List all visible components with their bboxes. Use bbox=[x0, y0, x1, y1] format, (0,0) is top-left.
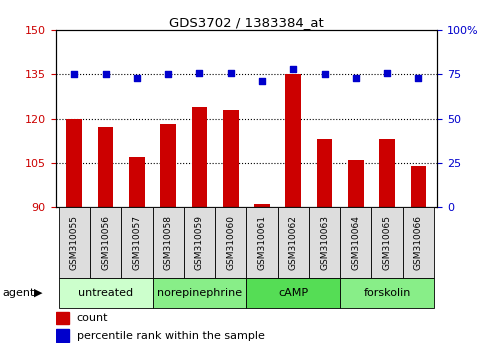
Point bbox=[164, 72, 172, 77]
Bar bbox=[403, 207, 434, 278]
Bar bbox=[246, 207, 278, 278]
Text: GSM310058: GSM310058 bbox=[164, 215, 172, 270]
Text: count: count bbox=[76, 313, 108, 323]
Bar bbox=[215, 207, 246, 278]
Bar bbox=[67, 119, 82, 207]
Point bbox=[383, 70, 391, 75]
Point bbox=[352, 75, 360, 81]
Point bbox=[196, 70, 203, 75]
Text: GSM310063: GSM310063 bbox=[320, 215, 329, 270]
Bar bbox=[129, 157, 145, 207]
Text: GSM310062: GSM310062 bbox=[289, 215, 298, 270]
Point bbox=[321, 72, 328, 77]
Point bbox=[71, 72, 78, 77]
Point bbox=[414, 75, 422, 81]
Text: forskolin: forskolin bbox=[363, 288, 411, 298]
Bar bbox=[340, 207, 371, 278]
Text: GSM310059: GSM310059 bbox=[195, 215, 204, 270]
Bar bbox=[309, 207, 340, 278]
Title: GDS3702 / 1383384_at: GDS3702 / 1383384_at bbox=[169, 16, 324, 29]
Bar bbox=[56, 329, 69, 342]
Bar bbox=[160, 125, 176, 207]
Text: norepinephrine: norepinephrine bbox=[157, 288, 242, 298]
Bar bbox=[223, 110, 239, 207]
Bar bbox=[153, 207, 184, 278]
Text: GSM310055: GSM310055 bbox=[70, 215, 79, 270]
Bar bbox=[98, 127, 114, 207]
Bar bbox=[285, 74, 301, 207]
Text: GSM310057: GSM310057 bbox=[132, 215, 142, 270]
Text: cAMP: cAMP bbox=[278, 288, 308, 298]
Bar bbox=[90, 207, 121, 278]
Point bbox=[133, 75, 141, 81]
Text: agent: agent bbox=[2, 288, 35, 298]
Text: ▶: ▶ bbox=[34, 288, 43, 298]
Bar bbox=[340, 278, 434, 308]
Point bbox=[227, 70, 235, 75]
Point bbox=[289, 66, 297, 72]
Point bbox=[258, 79, 266, 84]
Text: GSM310056: GSM310056 bbox=[101, 215, 110, 270]
Bar bbox=[192, 107, 207, 207]
Point bbox=[102, 72, 110, 77]
Text: percentile rank within the sample: percentile rank within the sample bbox=[76, 331, 264, 341]
Text: GSM310061: GSM310061 bbox=[257, 215, 267, 270]
Bar bbox=[56, 312, 69, 324]
Text: GSM310064: GSM310064 bbox=[351, 215, 360, 270]
Bar bbox=[317, 139, 332, 207]
Bar bbox=[153, 278, 246, 308]
Bar bbox=[246, 278, 340, 308]
Bar bbox=[278, 207, 309, 278]
Bar bbox=[379, 139, 395, 207]
Text: GSM310065: GSM310065 bbox=[383, 215, 392, 270]
Bar bbox=[58, 207, 90, 278]
Text: GSM310060: GSM310060 bbox=[226, 215, 235, 270]
Text: GSM310066: GSM310066 bbox=[414, 215, 423, 270]
Bar bbox=[371, 207, 403, 278]
Bar bbox=[348, 160, 364, 207]
Bar bbox=[58, 278, 153, 308]
Bar bbox=[254, 204, 270, 207]
Bar bbox=[411, 166, 426, 207]
Bar bbox=[184, 207, 215, 278]
Text: untreated: untreated bbox=[78, 288, 133, 298]
Bar bbox=[121, 207, 153, 278]
